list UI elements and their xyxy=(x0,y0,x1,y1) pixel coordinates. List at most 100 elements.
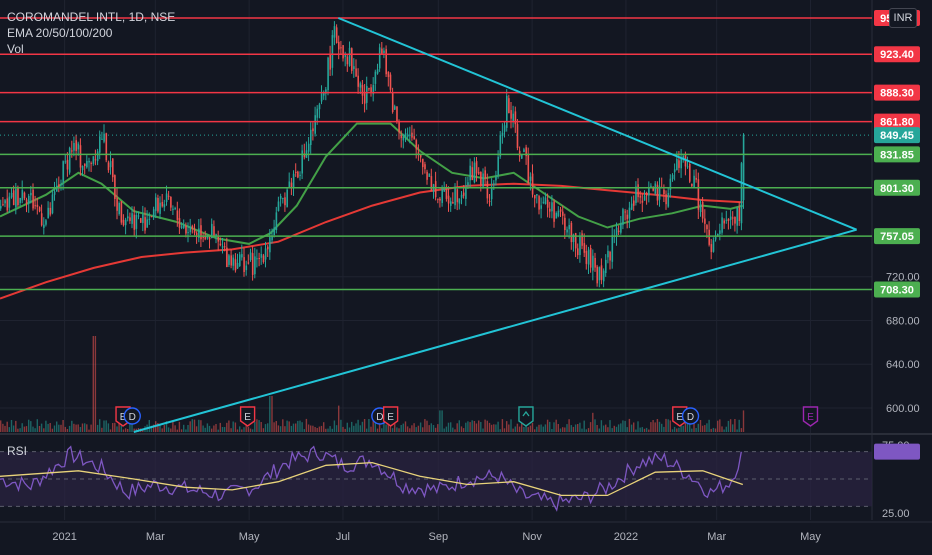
candle-body xyxy=(241,254,243,258)
event-marker-dividend[interactable]: D xyxy=(681,407,700,425)
candle-body xyxy=(314,115,316,134)
candle-body xyxy=(714,236,717,240)
volume-bar xyxy=(465,422,467,432)
candle-body xyxy=(301,150,303,174)
volume-bar xyxy=(167,427,170,432)
candle-body xyxy=(534,195,536,199)
candle-body xyxy=(187,232,189,234)
candle-body xyxy=(514,111,517,125)
volume-bar xyxy=(338,405,340,432)
volume-bar xyxy=(0,420,2,432)
candle-body xyxy=(247,262,250,264)
candle-body xyxy=(152,209,155,218)
rsi-ma-line xyxy=(0,461,744,497)
volume-bar xyxy=(363,419,366,432)
candle-body xyxy=(161,202,164,207)
volume-bar xyxy=(159,424,161,432)
volume-bar xyxy=(170,428,172,432)
volume-bar xyxy=(544,424,547,432)
event-label: E xyxy=(244,412,251,423)
candle-body xyxy=(424,164,426,170)
candle-body xyxy=(516,124,519,148)
volume-bar xyxy=(719,419,721,432)
candle-body xyxy=(213,226,215,237)
candle-body xyxy=(189,226,192,233)
candle-body xyxy=(579,235,581,255)
event-marker-dividend[interactable]: D xyxy=(123,407,141,425)
volume-bar xyxy=(17,428,19,432)
candle-body xyxy=(732,217,734,219)
candle-body xyxy=(478,172,480,174)
volume-bar xyxy=(180,429,183,432)
candle-body xyxy=(228,255,230,265)
candle-body xyxy=(140,218,142,223)
rsi-value-tag xyxy=(874,443,920,460)
volume-bar xyxy=(488,422,491,432)
volume-bar xyxy=(583,420,585,432)
volume-bar xyxy=(299,420,301,432)
event-marker-future[interactable]: E xyxy=(802,406,819,427)
volume-bar xyxy=(592,412,594,432)
candle-body xyxy=(273,227,275,235)
volume-bar xyxy=(691,428,693,432)
event-marker-split[interactable] xyxy=(518,406,534,427)
candle-body xyxy=(180,226,183,228)
volume-bar xyxy=(486,420,488,432)
candle-body xyxy=(62,161,64,183)
volume-bar xyxy=(30,421,32,432)
candle-body xyxy=(267,246,269,250)
candle-body xyxy=(351,48,353,71)
volume-legend[interactable]: Vol xyxy=(7,42,24,56)
volume-bar xyxy=(161,428,163,432)
candle-body xyxy=(465,186,467,199)
volume-bar xyxy=(217,429,219,432)
candle-body xyxy=(626,214,629,220)
ema-legend[interactable]: EMA 20/50/100/200 xyxy=(7,26,113,40)
volume-bar xyxy=(424,419,426,432)
candle-body xyxy=(708,229,710,245)
symbol-title[interactable]: COROMANDEL INTL, 1D, NSE xyxy=(7,10,176,24)
level-price-label: 801.30 xyxy=(880,183,914,195)
candle-body xyxy=(217,236,220,242)
candle-body xyxy=(320,92,323,102)
candle-body xyxy=(727,218,730,221)
event-marker-earnings[interactable]: E xyxy=(239,406,256,427)
volume-bar xyxy=(2,423,4,432)
candle-body xyxy=(387,72,390,77)
candle-body xyxy=(230,255,232,266)
volume-bar xyxy=(602,425,605,432)
volume-bar xyxy=(594,419,596,432)
currency-button[interactable]: INR xyxy=(889,8,917,28)
candle-body xyxy=(471,167,474,181)
volume-bar xyxy=(8,427,10,432)
candle-body xyxy=(239,254,241,266)
volume-bar xyxy=(538,424,540,432)
volume-bar xyxy=(185,429,187,432)
candle-body xyxy=(178,218,181,228)
candle-body xyxy=(127,216,129,219)
volume-bar xyxy=(19,428,21,432)
candle-body xyxy=(607,250,609,258)
candle-body xyxy=(101,138,103,140)
candle-body xyxy=(236,262,239,269)
event-marker-earnings[interactable]: E xyxy=(382,406,399,427)
volume-bar xyxy=(467,421,469,432)
candle-body xyxy=(346,56,349,65)
volume-bar xyxy=(566,424,568,432)
candle-body xyxy=(198,228,200,238)
candle-body xyxy=(443,188,446,192)
volume-bar xyxy=(241,429,243,432)
volume-bar xyxy=(497,421,499,432)
volume-bar xyxy=(73,423,75,432)
candle-body xyxy=(167,195,170,197)
candle-body xyxy=(109,161,112,168)
volume-bar xyxy=(411,425,413,432)
candle-body xyxy=(264,248,267,260)
candle-body xyxy=(366,86,368,103)
candle-body xyxy=(353,66,355,69)
rsi-legend[interactable]: RSI xyxy=(7,444,28,458)
candle-body xyxy=(170,197,172,208)
